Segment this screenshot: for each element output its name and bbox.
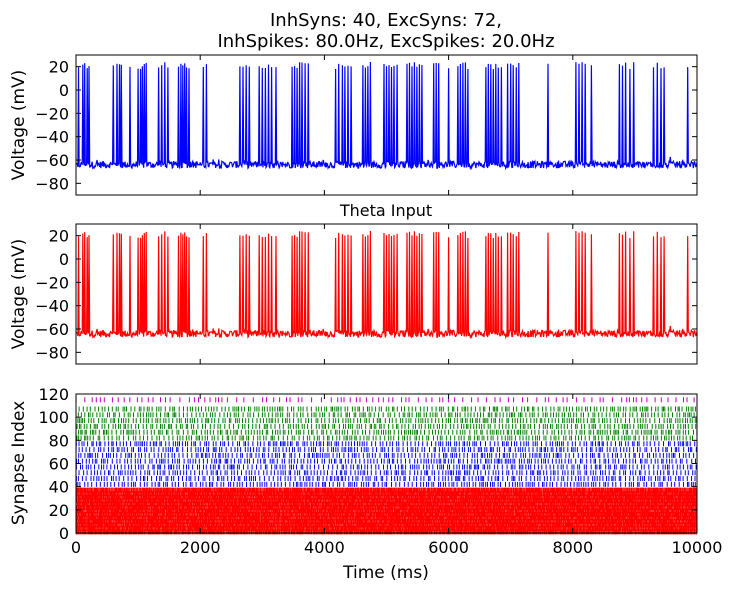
y-tick-label: −60	[35, 320, 69, 339]
ylabel-middle: Voltage (mV)	[9, 239, 29, 350]
raster-group	[75, 487, 698, 535]
voltage-trace-red	[75, 230, 698, 340]
figure-title-line1: InhSyns: 40, ExcSyns: 72,	[270, 10, 502, 31]
y-tick-label: −80	[35, 343, 69, 362]
voltage-panel-middle: Theta Input −80 −60 −40 −20 0 20 Voltage (mV)	[9, 201, 698, 365]
y-tick-label: −20	[35, 104, 69, 123]
panel-title-theta-input: Theta Input	[339, 201, 432, 220]
y-tick-label: −80	[35, 174, 69, 193]
voltage-panel-top: −80 −60 −40 −20 0 20 Voltage (mV)	[9, 54, 698, 196]
axes-frame-top	[75, 54, 698, 196]
voltage-trace-blue	[75, 61, 698, 171]
y-tick-label: −40	[35, 128, 69, 147]
axis-ticks-top: −80 −60 −40 −20 0 20	[35, 55, 698, 195]
spike-raster	[75, 397, 698, 535]
y-tick-label: −40	[35, 297, 69, 316]
y-tick-label: −60	[35, 151, 69, 170]
axis-ticks-middle: −80 −60 −40 −20 0 20	[35, 224, 698, 364]
y-tick-label: 0	[59, 250, 69, 269]
y-tick-label: 20	[49, 227, 69, 246]
y-tick-label: 0	[59, 81, 69, 100]
axes-frame-middle	[75, 223, 698, 365]
voltage-line	[75, 61, 698, 171]
voltage-line	[75, 230, 698, 340]
y-tick-label: 20	[49, 58, 69, 77]
ylabel-top: Voltage (mV)	[9, 70, 29, 181]
y-tick-label: −20	[35, 273, 69, 292]
figure-title-line2: InhSpikes: 80.0Hz, ExcSpikes: 20.0Hz	[217, 31, 554, 52]
